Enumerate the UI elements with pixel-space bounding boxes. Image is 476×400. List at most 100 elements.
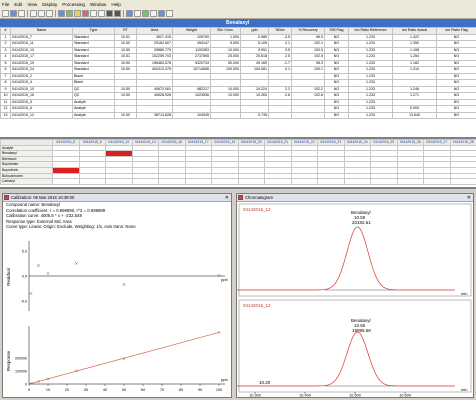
summary-cell[interactable]: [264, 178, 292, 185]
result-row[interactable]: 1 04142015_7 Standard 10.51 3627.415 105790 1.…: [0, 33, 476, 41]
result-row[interactable]: 7 04142015_2 Blank NO 1.233 NO: [0, 72, 476, 80]
menu-edit[interactable]: Edit: [14, 2, 23, 7]
menu-window[interactable]: Window: [90, 2, 107, 7]
table-icon[interactable]: [134, 10, 141, 17]
compound-row[interactable]: Bupirimate: [0, 161, 476, 168]
menu-view[interactable]: View: [27, 2, 38, 7]
flag-icon[interactable]: [82, 10, 89, 17]
sample-column-header[interactable]: 04142015_25: [370, 139, 398, 146]
compound-row[interactable]: Butocarboxim: [0, 172, 476, 180]
calibration-panel: Calibration: 06 Mar 2016 16:39:00 ✕ Comp…: [2, 193, 232, 398]
result-row[interactable]: 9 04142015_10 QC 10.50 40672.061 982217 10.000…: [0, 85, 476, 93]
integrate-icon[interactable]: [74, 10, 81, 17]
report-icon[interactable]: [142, 10, 149, 17]
open-icon[interactable]: [10, 10, 17, 17]
result-cell: 13.640: [392, 111, 437, 119]
sample-column-header[interactable]: 04142015_22: [290, 139, 318, 146]
result-row[interactable]: 11 04142015_5 Analyte NO 1.233 NO: [0, 98, 476, 106]
result-row[interactable]: 6 04142015_24 Standard 10.50 400313.375 10714…: [0, 66, 476, 74]
new-icon[interactable]: [2, 10, 9, 17]
residual-point: [75, 262, 78, 265]
sample-column-header[interactable]: 04142015_23: [317, 139, 345, 146]
menu-help[interactable]: Help: [111, 2, 121, 7]
summary-cell[interactable]: [158, 178, 186, 185]
zoom-in-icon[interactable]: [90, 10, 97, 17]
settings-icon[interactable]: [158, 10, 165, 17]
result-cell: NO: [324, 111, 349, 119]
result-row[interactable]: 10 04142015_16 QC 10.50 40628.926 1023536 10.0…: [0, 92, 476, 100]
result-cell: 5.735: [240, 111, 269, 119]
sample-column-header[interactable]: 04142015_28: [449, 139, 476, 146]
summary-cell[interactable]: [131, 178, 159, 185]
close-icon[interactable]: ✕: [466, 195, 471, 201]
result-cell: 104945: [172, 111, 211, 119]
result-row[interactable]: 12 04142015_6 Analyte NO 1.233 0.000 NO: [0, 105, 476, 113]
summary-cell[interactable]: [370, 178, 398, 185]
compound-row[interactable]: Carbaryl: [0, 178, 476, 185]
x-tick-label: 90: [198, 388, 202, 392]
print-icon[interactable]: [150, 10, 157, 17]
compound-row[interactable]: Buprofezin: [0, 167, 476, 174]
chromatogram-trace-bottom: [237, 331, 455, 387]
menu-processing[interactable]: Processing: [62, 2, 85, 7]
chart-icon[interactable]: [126, 10, 133, 17]
compound-name-line: Compound name: Benalaxyl: [6, 202, 60, 207]
result-row[interactable]: 5 04142015_19 Standard 10.50 196483.578 53207…: [0, 59, 476, 67]
copy-icon[interactable]: [38, 10, 45, 17]
menu-display[interactable]: Display: [42, 2, 58, 7]
quantify-icon[interactable]: [66, 10, 73, 17]
process-icon[interactable]: [58, 10, 65, 17]
chromatogram-tick-label: 10.600: [399, 394, 411, 398]
previous-icon[interactable]: [106, 10, 113, 17]
cut-icon[interactable]: [30, 10, 37, 17]
x-tick-label: 80: [179, 388, 183, 392]
summary-cell[interactable]: [105, 178, 133, 185]
x-tick-label: 30: [84, 388, 88, 392]
peak2-area: 19995.58: [352, 328, 371, 333]
summary-cell[interactable]: [449, 178, 476, 185]
sample-column-header[interactable]: 04142015_19: [211, 139, 239, 146]
residual-point: [122, 283, 126, 286]
result-row[interactable]: 8 04142015_4 Blank NO 1.233 NO: [0, 79, 476, 87]
residual-tick-label: 5.0: [22, 250, 27, 254]
summary-cell[interactable]: [423, 178, 451, 185]
sample-column-header[interactable]: 04142015_26: [396, 139, 424, 146]
help-icon[interactable]: [166, 10, 173, 17]
sample-column-header[interactable]: 04142015_12: [105, 139, 133, 146]
sample-column-header[interactable]: 04142015_24: [343, 139, 371, 146]
summary-cell[interactable]: [211, 178, 239, 185]
sample-column-header[interactable]: 04142015_5: [52, 139, 80, 146]
chromatogram-tick-label: 10.400: [299, 394, 311, 398]
trace-name-bottom: 04142015_12: [243, 303, 271, 308]
sample-column-header[interactable]: 04142015_10: [131, 139, 159, 146]
result-row[interactable]: 13 04142015_12 Analyte 10.50 38713.628 104945…: [0, 111, 476, 119]
compound-label[interactable]: Carbaryl: [0, 178, 53, 185]
save-icon[interactable]: [18, 10, 25, 17]
summary-cell[interactable]: [396, 178, 424, 185]
sample-column-header[interactable]: 04142015_20: [237, 139, 265, 146]
sample-column-header[interactable]: 04142015_21: [264, 139, 292, 146]
summary-cell[interactable]: [52, 178, 80, 185]
summary-cell[interactable]: [317, 178, 345, 185]
column-header[interactable]: Ion Ratio Reference: [348, 27, 393, 35]
summary-cell[interactable]: [78, 178, 106, 185]
zoom-out-icon[interactable]: [98, 10, 105, 17]
next-icon[interactable]: [114, 10, 121, 17]
peak1-area: 20182.61: [352, 220, 371, 225]
summary-cell[interactable]: [237, 178, 265, 185]
menu-file[interactable]: File: [2, 2, 10, 7]
sample-column-header[interactable]: 04142015_27: [423, 139, 451, 146]
compound-row[interactable]: Bitertanol: [0, 155, 476, 163]
toolbar-separator: [123, 10, 124, 17]
close-icon[interactable]: ✕: [224, 195, 229, 201]
summary-cell[interactable]: [343, 178, 371, 185]
residual-point: [29, 292, 33, 295]
summary-cell[interactable]: [290, 178, 318, 185]
compound-row[interactable]: Benalaxyl: [0, 150, 476, 157]
summary-cell[interactable]: [184, 178, 212, 185]
result-row[interactable]: 3 04142015_13 Standard 10.50 39889.779 110038…: [0, 46, 476, 54]
sample-column-header[interactable]: 04142015_17: [184, 139, 212, 146]
paste-icon[interactable]: [46, 10, 53, 17]
sample-column-header[interactable]: 04142015_6: [78, 139, 106, 146]
sample-column-header[interactable]: 04142015_16: [158, 139, 186, 146]
